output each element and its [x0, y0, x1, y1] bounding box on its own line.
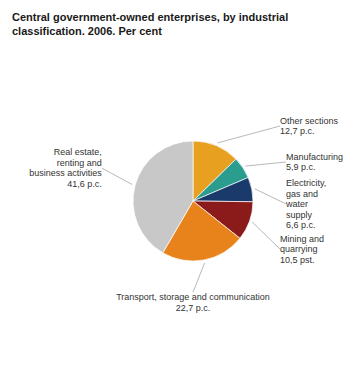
- svg-text:Mining andquarrying10,5 pst.: Mining andquarrying10,5 pst.: [280, 234, 324, 265]
- svg-text:Transport, storage and communi: Transport, storage and communication22,7…: [116, 292, 270, 313]
- svg-text:Real estate,renting andbusines: Real estate,renting andbusiness activiti…: [29, 147, 102, 189]
- html-text:Central government-owned enter: Central government-owned enterprises, by…: [12, 11, 289, 37]
- svg-text:Electricity,gas andwatersupply: Electricity,gas andwatersupply6,6 p.c.: [285, 178, 326, 230]
- svg-text:Other sections12,7 p.c.: Other sections12,7 p.c.: [280, 116, 339, 137]
- svg-text:Manufacturing5,9 p.c.: Manufacturing5,9 p.c.: [286, 152, 343, 173]
